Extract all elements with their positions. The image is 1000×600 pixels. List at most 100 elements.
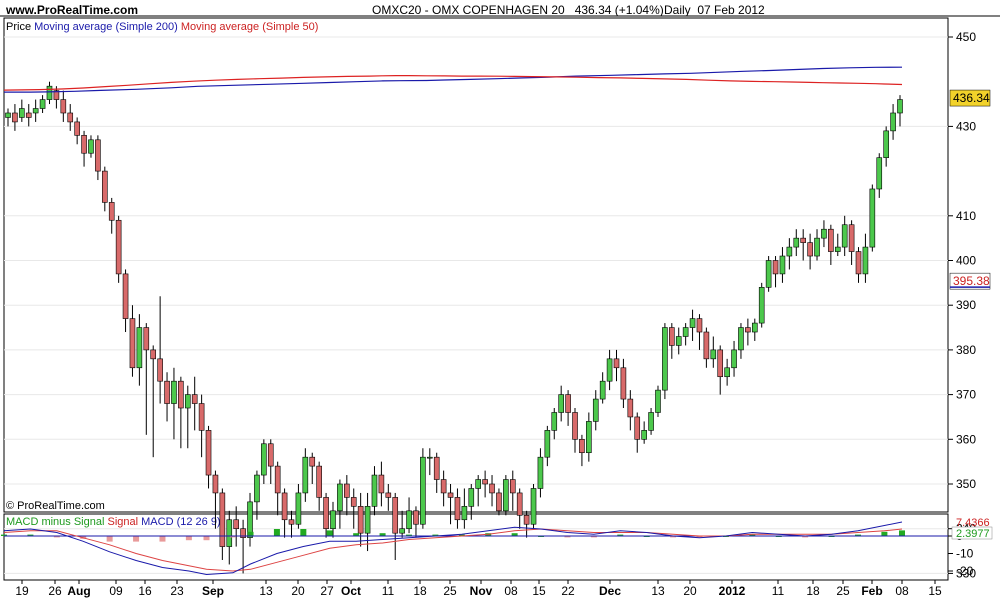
candle-up bbox=[751, 322, 758, 333]
x-tick-label: Sep bbox=[202, 584, 224, 598]
candle-up bbox=[890, 112, 896, 132]
macd-histogram bbox=[1, 529, 905, 542]
candle-down bbox=[25, 112, 32, 118]
candle-down bbox=[772, 260, 779, 275]
candle-down bbox=[274, 465, 281, 494]
candle-up bbox=[779, 255, 786, 275]
candle-up bbox=[586, 421, 592, 454]
macd-hist-bar bbox=[881, 531, 888, 536]
y-tick-label: 350 bbox=[956, 477, 976, 491]
candle-up bbox=[399, 528, 405, 534]
candle-up bbox=[19, 108, 25, 118]
candle-down bbox=[212, 474, 219, 494]
macd-hist-bar bbox=[696, 536, 703, 538]
candle-up bbox=[558, 394, 564, 413]
candle-down bbox=[74, 121, 80, 136]
x-tick-label: 2012 bbox=[719, 584, 746, 598]
candle-down bbox=[143, 327, 150, 351]
candle-down bbox=[178, 380, 184, 409]
ma50-value-label: 395.38 bbox=[953, 274, 990, 288]
macd-hist-bar bbox=[159, 536, 166, 542]
candle-up bbox=[468, 488, 475, 507]
macd-hist-bar bbox=[247, 531, 254, 536]
x-tick-label: 08 bbox=[895, 584, 909, 598]
candle-up bbox=[503, 479, 509, 512]
candle-down bbox=[447, 492, 454, 498]
macd-hist-bar bbox=[106, 536, 113, 542]
candle-down bbox=[516, 492, 523, 516]
candle-up bbox=[530, 488, 537, 525]
x-tick-label: 16 bbox=[138, 584, 152, 598]
candle-up bbox=[330, 510, 336, 530]
macd-hist-bar bbox=[405, 534, 412, 536]
candle-up bbox=[710, 349, 717, 360]
x-tick-label: 22 bbox=[561, 584, 575, 598]
macd-line bbox=[3, 521, 903, 576]
candle-down bbox=[385, 492, 392, 498]
x-tick-label: Dec bbox=[599, 584, 621, 598]
site-label[interactable]: www.ProRealTime.com bbox=[6, 3, 139, 17]
macd-hist-bar bbox=[229, 536, 236, 538]
macd-hist-bar bbox=[432, 534, 439, 536]
candle-up bbox=[758, 287, 765, 324]
candle-down bbox=[164, 380, 170, 404]
candle-down bbox=[807, 242, 813, 257]
candle-down bbox=[219, 492, 226, 547]
candle-down bbox=[108, 202, 115, 221]
candle-up bbox=[420, 456, 426, 525]
candle-down bbox=[53, 90, 60, 100]
candle-down bbox=[413, 510, 419, 525]
candle-up bbox=[302, 456, 309, 494]
candle-down bbox=[703, 331, 710, 360]
macd-hist-bar bbox=[379, 533, 386, 536]
x-tick-label: 08 bbox=[504, 584, 518, 598]
macd-hist-bar bbox=[899, 530, 905, 536]
x-tick-label: 26 bbox=[48, 584, 62, 598]
candle-down bbox=[95, 139, 101, 172]
candle-up bbox=[364, 506, 371, 534]
candle-up bbox=[46, 85, 53, 100]
x-tick-label: 11 bbox=[772, 584, 785, 598]
x-tick-label: Nov bbox=[470, 584, 493, 598]
candle-down bbox=[717, 349, 724, 378]
macd-value-label: 7.4366 bbox=[956, 517, 990, 529]
y-tick-label: 380 bbox=[956, 343, 976, 357]
candle-up bbox=[834, 246, 841, 252]
candle-up bbox=[682, 327, 689, 337]
candle-down bbox=[489, 483, 495, 494]
candles bbox=[5, 81, 903, 574]
macd-hist-bar bbox=[564, 536, 571, 538]
candle-up bbox=[247, 501, 253, 538]
candle-up bbox=[592, 398, 599, 422]
macd-hist-bar bbox=[670, 536, 677, 538]
candle-down bbox=[392, 497, 399, 534]
candle-down bbox=[122, 273, 129, 319]
candle-up bbox=[765, 260, 772, 288]
y-tick-label: 410 bbox=[956, 209, 976, 223]
candle-down bbox=[627, 398, 634, 418]
candle-down bbox=[848, 224, 855, 252]
candle-up bbox=[648, 412, 654, 431]
date-label: Daily 07 Feb 2012 bbox=[664, 3, 765, 17]
ma200-line bbox=[4, 66, 903, 93]
macd-hist-bar bbox=[590, 536, 597, 538]
x-tick-label: 25 bbox=[836, 584, 850, 598]
macd-hist-bar bbox=[300, 529, 307, 536]
signal-line bbox=[3, 528, 903, 572]
macd-y-tick-label: -10 bbox=[956, 547, 974, 561]
x-tick-label: 20 bbox=[291, 584, 305, 598]
x-tick-label: 25 bbox=[443, 584, 457, 598]
price-grid bbox=[4, 36, 948, 574]
candle-up bbox=[655, 389, 661, 413]
candle-down bbox=[855, 251, 862, 275]
macd-hist-bar bbox=[133, 536, 140, 542]
candle-up bbox=[171, 380, 177, 404]
candle-up bbox=[39, 99, 46, 109]
candle-up bbox=[5, 112, 11, 118]
candle-up bbox=[814, 237, 820, 257]
legend-macd: MACD (12 26 9) bbox=[141, 516, 221, 528]
macd-hist-bar bbox=[203, 536, 210, 541]
candle-up bbox=[136, 327, 143, 369]
candle-down bbox=[572, 412, 578, 440]
candle-up bbox=[675, 336, 682, 346]
